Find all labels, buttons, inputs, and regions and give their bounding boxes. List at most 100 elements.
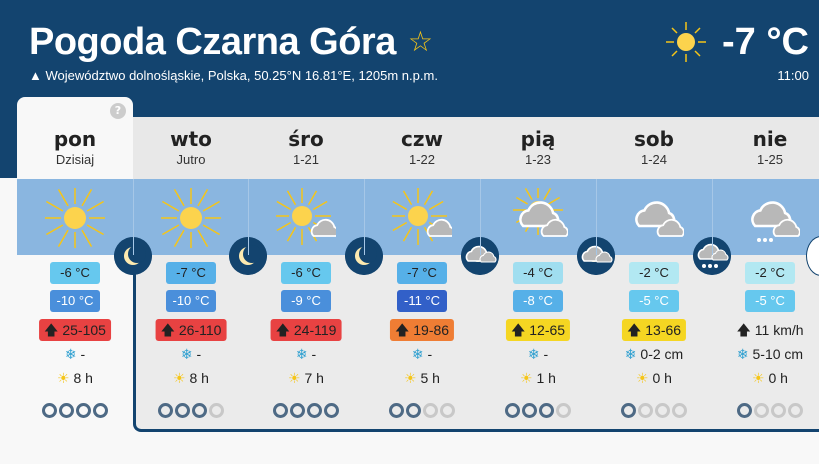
rating-icon — [621, 403, 636, 418]
wind-badge: 🡅 12-65 — [505, 319, 571, 341]
column-divider — [712, 179, 713, 255]
location-subtitle: ▲ Województwo dolnośląskie, Polska, 50.2… — [29, 68, 438, 83]
snowflake-icon: ❄ — [295, 346, 308, 362]
rating-icon — [59, 403, 74, 418]
mountain-icon: ▲ — [29, 68, 42, 83]
snow-value: - — [427, 346, 433, 362]
rating-icon — [290, 403, 305, 418]
snowflake-icon: ❄ — [736, 346, 749, 362]
ski-rating — [364, 403, 480, 418]
day-name: śro — [288, 127, 324, 151]
min-temp-badge: -5 °C — [629, 290, 679, 312]
min-temp-badge: -10 °C — [50, 290, 100, 312]
snowflake-icon: ❄ — [180, 346, 193, 362]
rating-icon — [505, 403, 520, 418]
column-divider — [133, 179, 134, 255]
max-temp-badge: -2 °C — [629, 262, 679, 284]
sunshine-value: 0 h — [652, 370, 672, 386]
ski-rating — [596, 403, 712, 418]
rating-icon — [192, 403, 207, 418]
sunshine-value: 0 h — [768, 370, 788, 386]
wind-badge: 🡅 26-110 — [155, 319, 227, 341]
max-temp-badge: -2 °C — [745, 262, 795, 284]
sun-small-icon: ☀ — [173, 370, 186, 386]
snow-row: ❄ 0-2 cm — [596, 345, 712, 363]
wind-value: 25-105 — [62, 322, 106, 338]
day-name: sob — [634, 127, 674, 151]
sunshine-value: 8 h — [189, 370, 209, 386]
wind-value: 12-65 — [529, 322, 566, 338]
current-time: 11:00 — [777, 68, 809, 83]
snow-row: ❄ 5-10 cm — [712, 345, 819, 363]
wind-value: 24-119 — [293, 322, 337, 338]
sunshine-value: 1 h — [536, 370, 556, 386]
day-name: pon — [53, 127, 97, 151]
min-temp-badge: -11 °C — [397, 290, 447, 312]
rating-icon — [273, 403, 288, 418]
help-icon[interactable]: ? — [110, 103, 126, 119]
snowflake-icon: ❄ — [527, 346, 540, 362]
wind-value: 11 km/h — [754, 322, 804, 338]
sunshine-row: ☀ 8 h — [133, 369, 249, 387]
max-temp-badge: -6 °C — [50, 262, 100, 284]
wind-value: 13-66 — [645, 322, 682, 338]
snow-row: ❄ - — [133, 345, 249, 363]
snow-value: - — [196, 346, 202, 362]
wind-badge: 🡅 13-66 — [621, 319, 687, 341]
day-date: Dzisiaj — [55, 152, 95, 167]
wind-arrow-icon: 🡅 — [394, 322, 410, 338]
sun-icon — [666, 22, 707, 62]
rating-icon — [93, 403, 108, 418]
sunshine-row: ☀ 7 h — [248, 369, 364, 387]
sunshine-value: 7 h — [304, 370, 324, 386]
rating-icon — [771, 403, 786, 418]
wind-badge: 🡅 19-86 — [389, 319, 455, 341]
day-tabs — [133, 117, 819, 179]
rating-icon — [440, 403, 455, 418]
day-name: wto — [170, 127, 212, 151]
sunshine-value: 5 h — [420, 370, 440, 386]
snow-value: - — [311, 346, 317, 362]
rating-icon — [788, 403, 803, 418]
night-cloud-snow-icon — [693, 237, 731, 275]
day-date: 1-25 — [756, 152, 784, 167]
min-temp-badge: -10 °C — [166, 290, 216, 312]
sunshine-row: ☀ 0 h — [712, 369, 819, 387]
rating-icon — [638, 403, 653, 418]
column-divider — [480, 179, 481, 255]
sun-small-icon: ☀ — [636, 370, 649, 386]
column-divider — [248, 179, 249, 255]
min-temp-badge: -8 °C — [513, 290, 563, 312]
sunshine-row: ☀ 8 h — [17, 369, 133, 387]
day-name: czw — [401, 127, 443, 151]
wind-arrow-icon: 🡅 — [510, 322, 526, 338]
rating-icon — [389, 403, 404, 418]
snow-value: - — [543, 346, 549, 362]
snow-value: 5-10 cm — [752, 346, 804, 362]
sun-small-icon: ☀ — [288, 370, 301, 386]
day-date: 1-22 — [408, 152, 436, 167]
rating-icon — [754, 403, 769, 418]
cloud-sun-icon — [513, 188, 568, 237]
column-divider — [596, 179, 597, 255]
sunshine-row: ☀ 5 h — [364, 369, 480, 387]
sun-small-icon: ☀ — [57, 370, 70, 386]
sunshine-row: ☀ 1 h — [480, 369, 596, 387]
location-text: Województwo dolnośląskie, Polska, 50.25°… — [45, 68, 438, 83]
cloud-icon — [635, 201, 684, 237]
min-temp-badge: -9 °C — [281, 290, 331, 312]
rating-icon — [158, 403, 173, 418]
snow-row: ❄ - — [248, 345, 364, 363]
page-title: Pogoda Czarna Góra — [29, 21, 396, 63]
night-moon-cloud-icon — [577, 237, 615, 275]
star-icon[interactable]: ☆ — [407, 25, 433, 58]
max-temp-badge: -6 °C — [281, 262, 331, 284]
snowflake-icon: ❄ — [411, 346, 424, 362]
sun-small-icon: ☀ — [752, 370, 765, 386]
snow-value: 0-2 cm — [640, 346, 684, 362]
snowflake-icon: ❄ — [624, 346, 637, 362]
current-weather: -7 °C — [664, 20, 809, 64]
wind-arrow-icon: 🡅 — [736, 322, 751, 338]
ski-rating — [480, 403, 596, 418]
sun-small-icon: ☀ — [520, 370, 533, 386]
